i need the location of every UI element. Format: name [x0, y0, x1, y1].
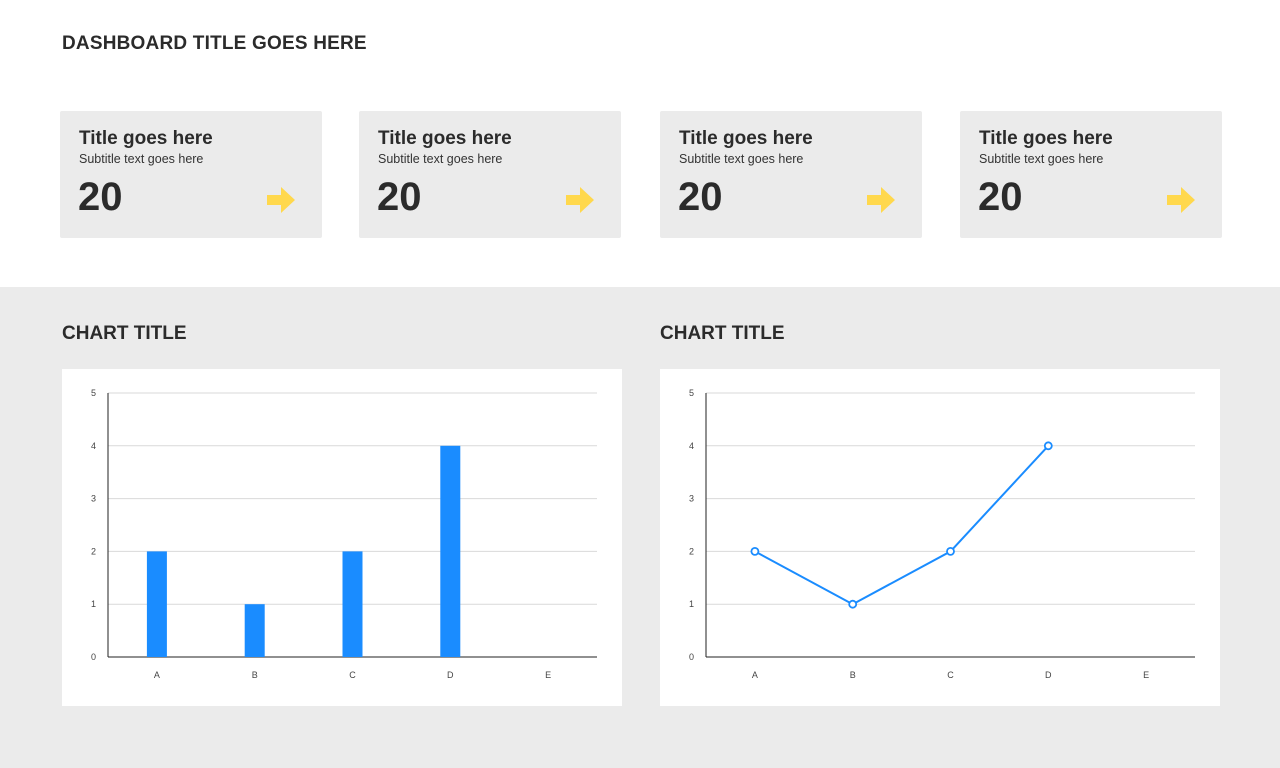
card-title: Title goes here	[979, 128, 1113, 149]
x-tick-label: B	[252, 670, 258, 680]
y-tick-label: 4	[689, 441, 694, 451]
card-subtitle: Subtitle text goes here	[378, 152, 503, 166]
y-tick-label: 5	[91, 388, 96, 398]
kpi-card-2[interactable]: Title goes here Subtitle text goes here …	[359, 111, 621, 238]
x-tick-label: C	[349, 670, 356, 680]
card-title: Title goes here	[79, 128, 213, 149]
x-tick-label: B	[850, 670, 856, 680]
data-point	[946, 546, 955, 556]
x-tick-label: C	[947, 670, 954, 680]
bar	[440, 445, 461, 657]
x-tick-label: D	[1045, 670, 1052, 680]
x-tick-label: A	[752, 670, 758, 680]
x-tick-label: D	[447, 670, 454, 680]
card-value: 20	[377, 175, 422, 219]
y-tick-label: 2	[91, 546, 96, 556]
arrow-right-icon[interactable]	[867, 187, 895, 213]
arrow-right-icon[interactable]	[1167, 187, 1195, 213]
line-chart-panel: 0 1 2 3 4 5 A B C D E	[660, 369, 1220, 706]
x-tick-label: A	[154, 670, 160, 680]
x-tick-label: E	[545, 670, 551, 680]
y-tick-label: 5	[689, 388, 694, 398]
card-value: 20	[678, 175, 723, 219]
y-tick-label: 1	[689, 599, 694, 609]
card-subtitle: Subtitle text goes here	[979, 152, 1104, 166]
y-tick-label: 3	[689, 494, 694, 504]
y-tick-label: 4	[91, 441, 96, 451]
data-point	[848, 599, 858, 609]
bar-chart-title: CHART TITLE	[62, 323, 187, 344]
card-title: Title goes here	[679, 128, 813, 149]
card-subtitle: Subtitle text goes here	[679, 152, 804, 166]
bar-chart-panel: 0 1 2 3 4 5 A B C D E	[62, 369, 622, 706]
kpi-card-4[interactable]: Title goes here Subtitle text goes here …	[960, 111, 1222, 238]
data-point	[1043, 441, 1053, 451]
y-tick-label: 0	[689, 652, 694, 662]
kpi-card-1[interactable]: Title goes here Subtitle text goes here …	[60, 111, 322, 238]
y-tick-label: 3	[91, 494, 96, 504]
y-tick-label: 2	[689, 546, 694, 556]
line-chart: 0 1 2 3 4 5 A B C D E	[689, 388, 1195, 680]
bar	[146, 551, 167, 657]
bar-chart: 0 1 2 3 4 5 A B C D E	[91, 388, 597, 680]
bar	[342, 551, 363, 657]
series-line	[754, 445, 1050, 606]
line-chart-title: CHART TITLE	[660, 323, 785, 344]
card-value: 20	[78, 175, 123, 219]
x-tick-label: E	[1143, 670, 1149, 680]
card-value: 20	[978, 175, 1023, 219]
card-title: Title goes here	[378, 128, 512, 149]
dashboard-title: DASHBOARD TITLE GOES HERE	[62, 33, 367, 54]
y-tick-label: 0	[91, 652, 96, 662]
kpi-card-3[interactable]: Title goes here Subtitle text goes here …	[660, 111, 922, 238]
data-point	[750, 546, 760, 556]
arrow-right-icon[interactable]	[566, 187, 594, 213]
card-subtitle: Subtitle text goes here	[79, 152, 204, 166]
bar	[244, 604, 265, 657]
arrow-right-icon[interactable]	[267, 187, 295, 213]
y-tick-label: 1	[91, 599, 96, 609]
